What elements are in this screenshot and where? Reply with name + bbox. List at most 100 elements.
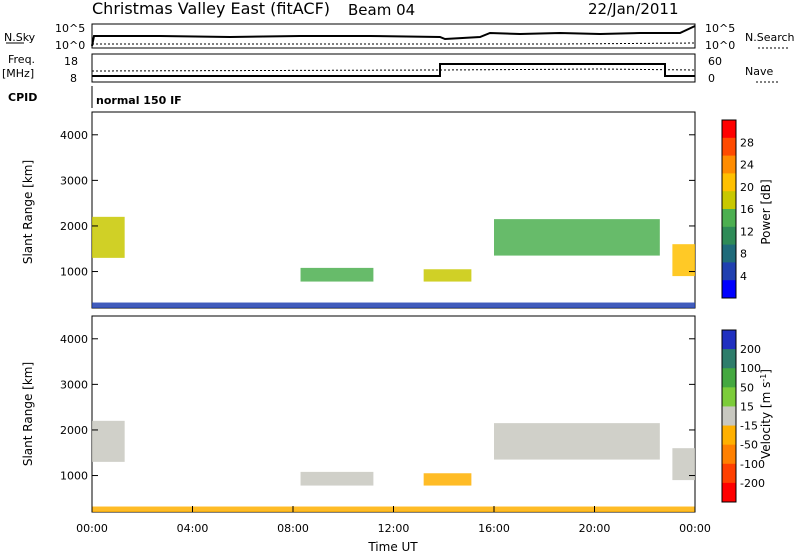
colorbar-swatch [722,425,736,446]
velocity-echo-patch [494,423,660,460]
power-echo-patch [672,244,695,277]
velocity-y-axis: 4000 3000 2000 1000 [60,333,695,483]
nsky-label: N.Sky [4,31,36,44]
power-echo-patch [300,267,374,282]
x-tick-label: 16:00 [478,522,510,535]
colorbar-swatch [722,349,736,369]
cpid-label: CPID [8,91,37,104]
colorbar-tick-label: 4 [740,270,747,283]
y-tick-label: 2000 [60,220,88,233]
nave-tick-top: 60 [708,55,722,68]
nsearch-tick-top: 10^5 [705,22,735,35]
time-axis-label: Time UT [367,540,418,554]
cpid-value: normal 150 IF [96,94,182,107]
freq-label: Freq. [8,53,35,66]
colorbar-swatch [722,262,736,281]
x-tick-label: 04:00 [177,522,209,535]
y-tick-label: 1000 [60,470,88,483]
colorbar-swatch [722,463,736,484]
power-colorbar-label: Power [dB] [759,179,773,244]
colorbar-swatch [722,137,736,157]
date-label: 22/Jan/2011 [588,0,679,18]
nsearch-label: N.Search [745,31,795,44]
nave-tick-bottom: 0 [708,72,715,85]
nsky-panel: N.Sky 10^5 10^0 10^5 10^0 N.Search [4,22,795,52]
colorbar-frame [721,329,737,503]
x-tick-label: 00:00 [679,522,711,535]
colorbar-tick-label: 24 [740,159,754,172]
velocity-echo-patch [300,471,374,486]
freq-panel: Freq. [MHz] 18 8 60 0 Nave [2,53,780,85]
power-colorbar: 28 24 20 16 12 8 4 [721,119,754,299]
nsearch-trace [92,42,696,45]
colorbar-tick-label: 50 [740,381,754,394]
colorbar-tick-label: -100 [740,458,765,471]
velocity-x-axis: 00:00 04:00 08:00 12:00 16:00 20:00 00:00 [76,506,711,535]
power-echo-patch [494,219,660,256]
freq-trace [92,63,695,77]
velocity-echo-patch [672,448,695,481]
nsky-tick-top: 10^5 [55,22,85,35]
y-tick-label: 1000 [60,266,88,279]
colorbar-swatch [722,482,736,503]
power-echo-patch [423,269,472,282]
velocity-echo-patch [92,420,125,462]
x-tick-label: 00:00 [76,522,108,535]
colorbar-frame [721,119,737,299]
nave-label: Nave [745,65,773,78]
y-tick-label: 3000 [60,174,88,187]
velocity-panel: 4000 3000 2000 1000 00:00 04:00 08:00 12:00 16:… [21,315,711,554]
velocity-label-sup: -1 [759,374,768,382]
colorbar-swatch [722,120,736,139]
power-echo-patch [92,216,125,258]
nsky-tick-bottom: 10^0 [55,39,85,52]
power-echo-patch [92,302,695,308]
velocity-colorbar-label: Velocity [m s-1] [759,369,773,459]
power-panel: 4000 3000 2000 1000 Slant Range [km] [21,111,696,309]
y-tick-label: 2000 [60,424,88,437]
y-tick-label: 4000 [60,333,88,346]
colorbar-swatch [722,173,736,192]
colorbar-swatch [722,330,736,350]
nave-trace [91,68,696,72]
colorbar-tick-label: 8 [740,248,747,261]
colorbar-tick-label: 15 [740,400,754,413]
colorbar-swatch [722,387,736,407]
velocity-label-main: Velocity [m s [759,382,773,459]
colorbar-swatch [722,406,736,427]
x-tick-label: 20:00 [579,522,611,535]
colorbar-swatch [722,226,736,246]
colorbar-tick-label: 28 [740,136,754,149]
radar-title: Christmas Valley East (fitACF) [92,0,330,18]
velocity-colorbar: 200 100 50 15 -15 -50 -100 -200 [721,329,765,503]
colorbar-tick-label: 20 [740,181,754,194]
colorbar-swatch [722,191,736,210]
velocity-label-end: ] [759,369,773,374]
nsearch-tick-bottom: 10^0 [705,39,735,52]
colorbar-swatch [722,444,736,465]
y-tick-label: 4000 [60,129,88,142]
colorbar-swatch [722,280,736,299]
velocity-ylabel: Slant Range [km] [21,362,35,466]
colorbar-swatch [722,209,736,228]
freq-tick-bottom: 8 [70,72,77,85]
colorbar-swatch [722,244,736,263]
colorbar-tick-label: -50 [740,439,758,452]
nsky-trace [91,25,696,47]
colorbar-swatch [722,155,736,174]
power-data-layer [92,216,695,308]
colorbar-tick-label: 16 [740,203,754,216]
beam-label: Beam 04 [348,1,415,19]
colorbar-tick-label: 12 [740,225,754,238]
power-ylabel: Slant Range [km] [21,160,35,264]
x-tick-label: 08:00 [277,522,309,535]
colorbar-tick-label: 200 [740,343,761,356]
colorbar-swatch [722,368,736,388]
power-y-axis: 4000 3000 2000 1000 [60,129,695,279]
colorbar-tick-label: 100 [740,362,761,375]
freq-tick-top: 18 [64,55,78,68]
velocity-echo-patch [423,473,472,486]
y-tick-label: 3000 [60,378,88,391]
